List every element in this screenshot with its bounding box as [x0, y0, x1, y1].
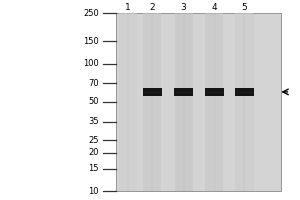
Text: 4: 4: [212, 2, 217, 11]
Bar: [116, 13, 280, 191]
Text: 3: 3: [181, 2, 187, 11]
Text: 15: 15: [88, 164, 99, 173]
Text: 70: 70: [88, 79, 99, 88]
Text: 20: 20: [88, 148, 99, 157]
Text: 150: 150: [83, 37, 99, 46]
Text: 100: 100: [83, 59, 99, 68]
Text: 35: 35: [88, 117, 99, 126]
Text: 10: 10: [88, 186, 99, 196]
Text: 250: 250: [83, 8, 99, 18]
Bar: [206, 13, 224, 191]
Text: 25: 25: [88, 136, 99, 145]
Bar: [175, 13, 193, 191]
Bar: [205, 88, 224, 96]
Text: 5: 5: [242, 2, 248, 11]
Bar: [235, 88, 254, 96]
Text: 1: 1: [124, 2, 130, 11]
Bar: [143, 13, 161, 191]
Text: 50: 50: [88, 98, 99, 106]
Bar: [174, 88, 194, 96]
Bar: [143, 88, 162, 96]
Text: 2: 2: [150, 2, 155, 11]
Bar: [236, 13, 253, 191]
Bar: [118, 13, 136, 191]
